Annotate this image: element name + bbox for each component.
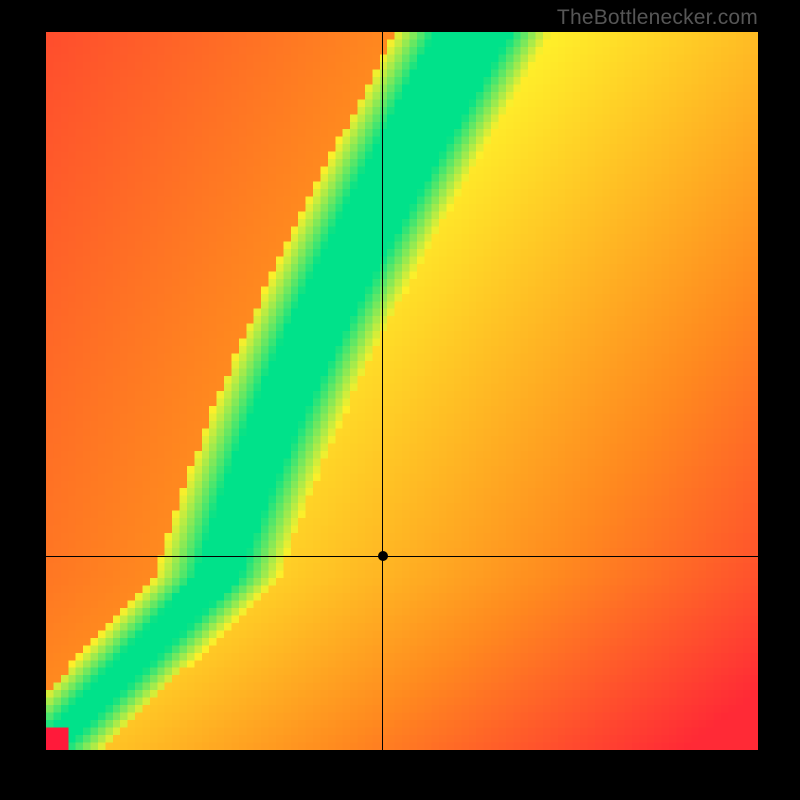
watermark-text: TheBottlenecker.com [557, 6, 758, 30]
crosshair-marker [378, 551, 388, 561]
heatmap [46, 32, 758, 750]
crosshair-horizontal [46, 556, 758, 557]
plot-area [46, 32, 758, 750]
crosshair-vertical [382, 32, 383, 750]
